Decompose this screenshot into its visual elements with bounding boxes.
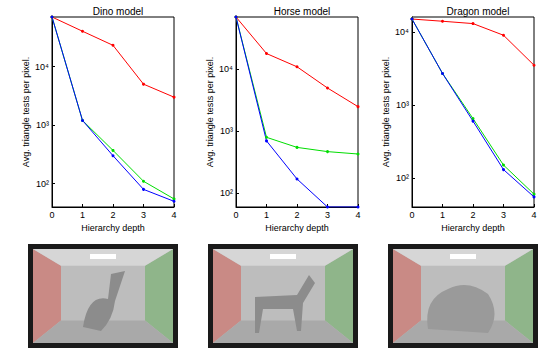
svg-text:1: 1 — [80, 210, 85, 220]
svg-text:0: 0 — [49, 210, 54, 220]
svg-text:Horse model: Horse model — [274, 6, 331, 17]
svg-text:Hierarchy depth: Hierarchy depth — [265, 223, 329, 233]
svg-text:10⁴: 10⁴ — [35, 62, 49, 72]
svg-text:10³: 10³ — [36, 120, 49, 130]
svg-text:Avg. triangle tests per pixel.: Avg. triangle tests per pixel. — [205, 57, 215, 167]
svg-text:10²: 10² — [220, 188, 233, 198]
svg-text:2: 2 — [110, 210, 115, 220]
svg-text:3: 3 — [501, 210, 506, 220]
svg-text:0: 0 — [233, 210, 238, 220]
svg-text:Avg. triangle tests per pixel.: Avg. triangle tests per pixel. — [381, 57, 391, 167]
svg-text:Hierarchy depth: Hierarchy depth — [441, 223, 505, 233]
svg-text:10²: 10² — [36, 179, 49, 189]
svg-text:10⁴: 10⁴ — [219, 64, 233, 74]
svg-text:0: 0 — [409, 210, 414, 220]
svg-text:3: 3 — [141, 210, 146, 220]
svg-text:Avg. triangle tests per pixel.: Avg. triangle tests per pixel. — [21, 57, 31, 167]
svg-text:Dragon model: Dragon model — [447, 6, 510, 17]
svg-text:1: 1 — [440, 210, 445, 220]
svg-text:2: 2 — [294, 210, 299, 220]
svg-text:10²: 10² — [396, 173, 409, 183]
svg-text:3: 3 — [325, 210, 330, 220]
svg-text:10⁴: 10⁴ — [395, 27, 409, 37]
svg-text:1: 1 — [264, 210, 269, 220]
svg-text:4: 4 — [531, 210, 536, 220]
svg-text:2: 2 — [470, 210, 475, 220]
svg-text:10³: 10³ — [220, 126, 233, 136]
svg-text:Dino model: Dino model — [93, 6, 144, 17]
svg-text:4: 4 — [355, 210, 360, 220]
svg-text:Hierarchy depth: Hierarchy depth — [81, 223, 145, 233]
svg-text:10³: 10³ — [396, 100, 409, 110]
svg-text:4: 4 — [171, 210, 176, 220]
